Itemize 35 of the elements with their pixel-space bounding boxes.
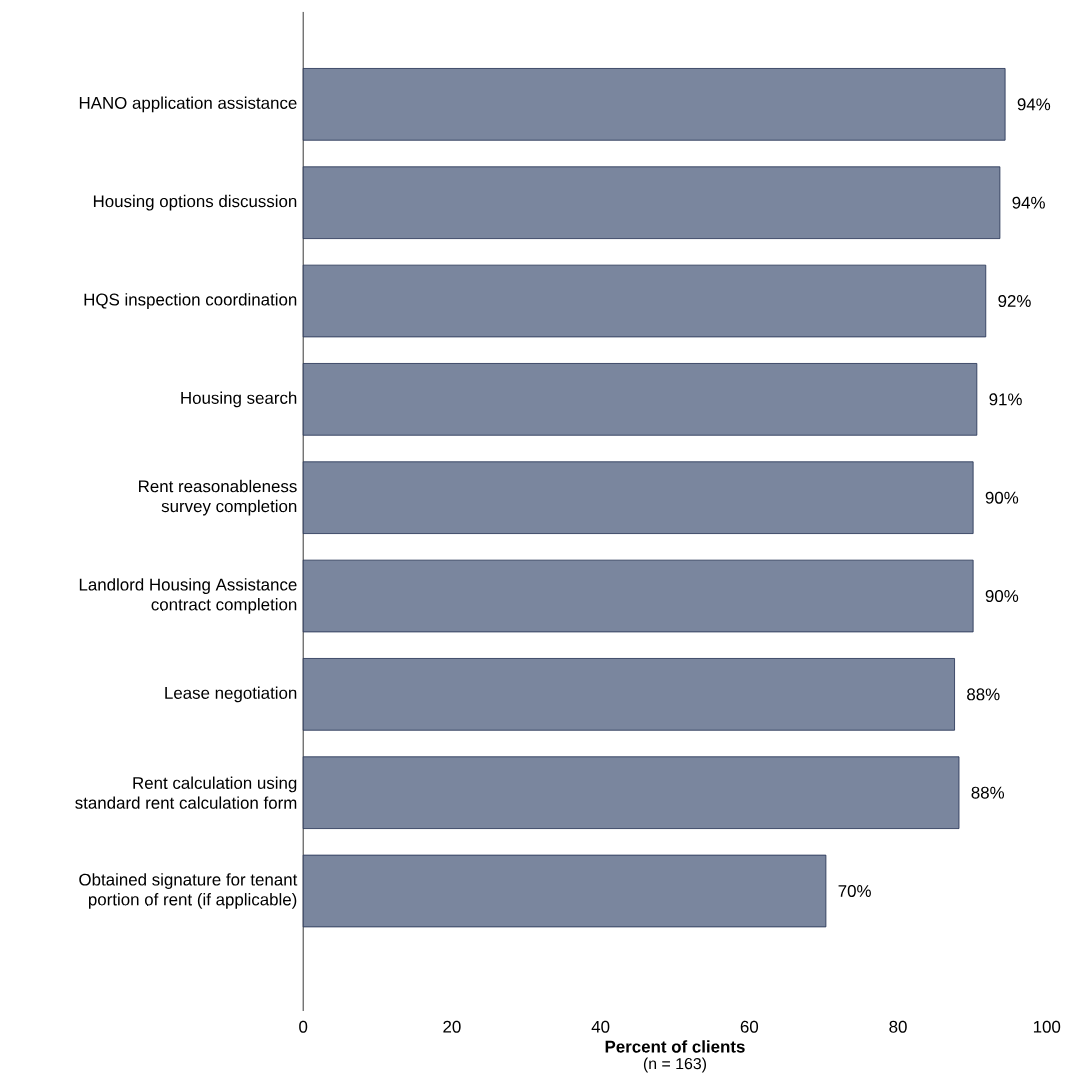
x-tick-label: 60	[740, 1020, 759, 1033]
y-tick-label: Housing search	[181, 391, 297, 408]
x-tick-label: 20	[443, 1020, 461, 1033]
data-label: 90%	[985, 491, 1019, 504]
bar	[302, 68, 1006, 141]
data-label: 88%	[971, 786, 1005, 799]
bar	[302, 559, 974, 633]
bar	[302, 854, 827, 928]
data-label: 90%	[985, 590, 1019, 602]
y-tick-label: Rent calculation using standard rent calculation form	[75, 776, 297, 809]
bar	[302, 756, 960, 829]
data-label: 91%	[989, 393, 1023, 406]
y-tick-label: HQS inspection coordination	[84, 293, 297, 309]
y-tick-label: Rent reasonableness survey completion	[139, 479, 297, 516]
bar	[302, 658, 956, 731]
data-label: 88%	[967, 688, 1000, 701]
y-tick-label: Lease negotiation	[165, 686, 297, 703]
data-label: 92%	[998, 295, 1031, 308]
bar	[302, 166, 1001, 239]
y-tick-label: Housing options discussion	[94, 194, 297, 211]
bar	[302, 461, 974, 534]
bar	[302, 363, 978, 436]
y-tick-label: HANO application assistance	[80, 96, 297, 113]
x-tick-label: 80	[889, 1020, 907, 1033]
y-tick-label: Obtained signature for tenant portion of rent (if applicable)	[79, 873, 298, 909]
x-tick-label: 100	[1034, 1020, 1061, 1033]
data-label: 94%	[1012, 196, 1046, 209]
bar	[302, 264, 987, 338]
data-label: 70%	[838, 885, 872, 897]
y-tick-label: Landlord Housing Assistance contract completion	[80, 578, 297, 614]
x-tick-label: 0	[299, 1020, 308, 1033]
x-axis-title: Percent of clients	[605, 1040, 745, 1053]
x-tick-label: 40	[591, 1020, 610, 1033]
text: (n = 163)	[644, 1057, 707, 1073]
data-label: 94%	[1017, 98, 1051, 111]
